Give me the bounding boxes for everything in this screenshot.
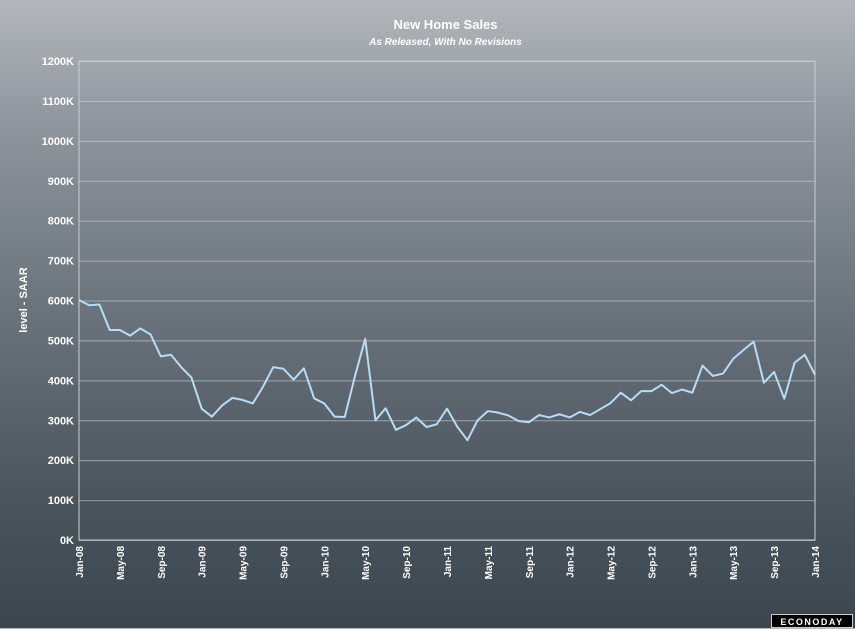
- x-tick-label: May-13: [729, 546, 740, 580]
- econoday-logo: ECONODAY: [771, 614, 853, 628]
- y-tick-label: 600K: [48, 296, 74, 308]
- y-tick-label: 200K: [48, 455, 74, 467]
- y-tick-label: 700K: [48, 256, 74, 268]
- x-tick-label: Jan-09: [198, 546, 209, 578]
- y-tick-label: 1100K: [42, 96, 74, 108]
- x-tick-label: Sep-08: [157, 546, 168, 579]
- x-tick-labels: Jan-08 May-08 Sep-08 Jan-09 May-09 Sep-09 Jan-…: [75, 546, 822, 580]
- x-tick-label: Sep-11: [525, 546, 536, 579]
- x-tick-label: Jan-08: [75, 546, 86, 578]
- x-tick-label: May-12: [607, 546, 618, 580]
- y-tick-label: 0K: [60, 535, 74, 547]
- y-tick-label: 800K: [48, 216, 74, 228]
- y-tick-label: 400K: [48, 375, 74, 387]
- y-tick-label: 100K: [48, 495, 74, 507]
- y-tick-labels: 0K 100K 200K 300K 400K 500K 600K 700K 800K 900K 10…: [42, 56, 74, 547]
- x-tick-label: May-09: [239, 546, 250, 580]
- x-tick-label: Jan-12: [566, 546, 577, 578]
- y-tick-label: 900K: [48, 176, 74, 188]
- x-tick-label: Jan-13: [688, 546, 699, 578]
- y-tick-label: 1200K: [42, 56, 74, 68]
- y-tick-label: 300K: [48, 415, 74, 427]
- x-tick-label: May-08: [116, 546, 127, 580]
- x-tick-label: May-10: [361, 546, 372, 580]
- grid-lines: [78, 60, 816, 541]
- x-tick-label: Jan-11: [443, 546, 454, 578]
- x-tick-label: Jan-14: [811, 546, 822, 578]
- y-tick-label: 1000K: [42, 136, 74, 148]
- x-tick-label: May-11: [484, 546, 495, 580]
- y-tick-label: 500K: [48, 335, 74, 347]
- x-tick-label: Sep-13: [770, 546, 781, 579]
- x-tick-label: Sep-12: [647, 546, 658, 579]
- x-tick-label: Sep-10: [402, 546, 413, 579]
- x-tick-label: Jan-10: [320, 546, 331, 578]
- series-group: [78, 299, 816, 442]
- chart-title: New Home Sales: [393, 17, 498, 32]
- x-tick-label: Sep-09: [279, 546, 290, 579]
- chart-subtitle: As Released, With No Revisions: [369, 37, 522, 48]
- series-line: [78, 299, 816, 442]
